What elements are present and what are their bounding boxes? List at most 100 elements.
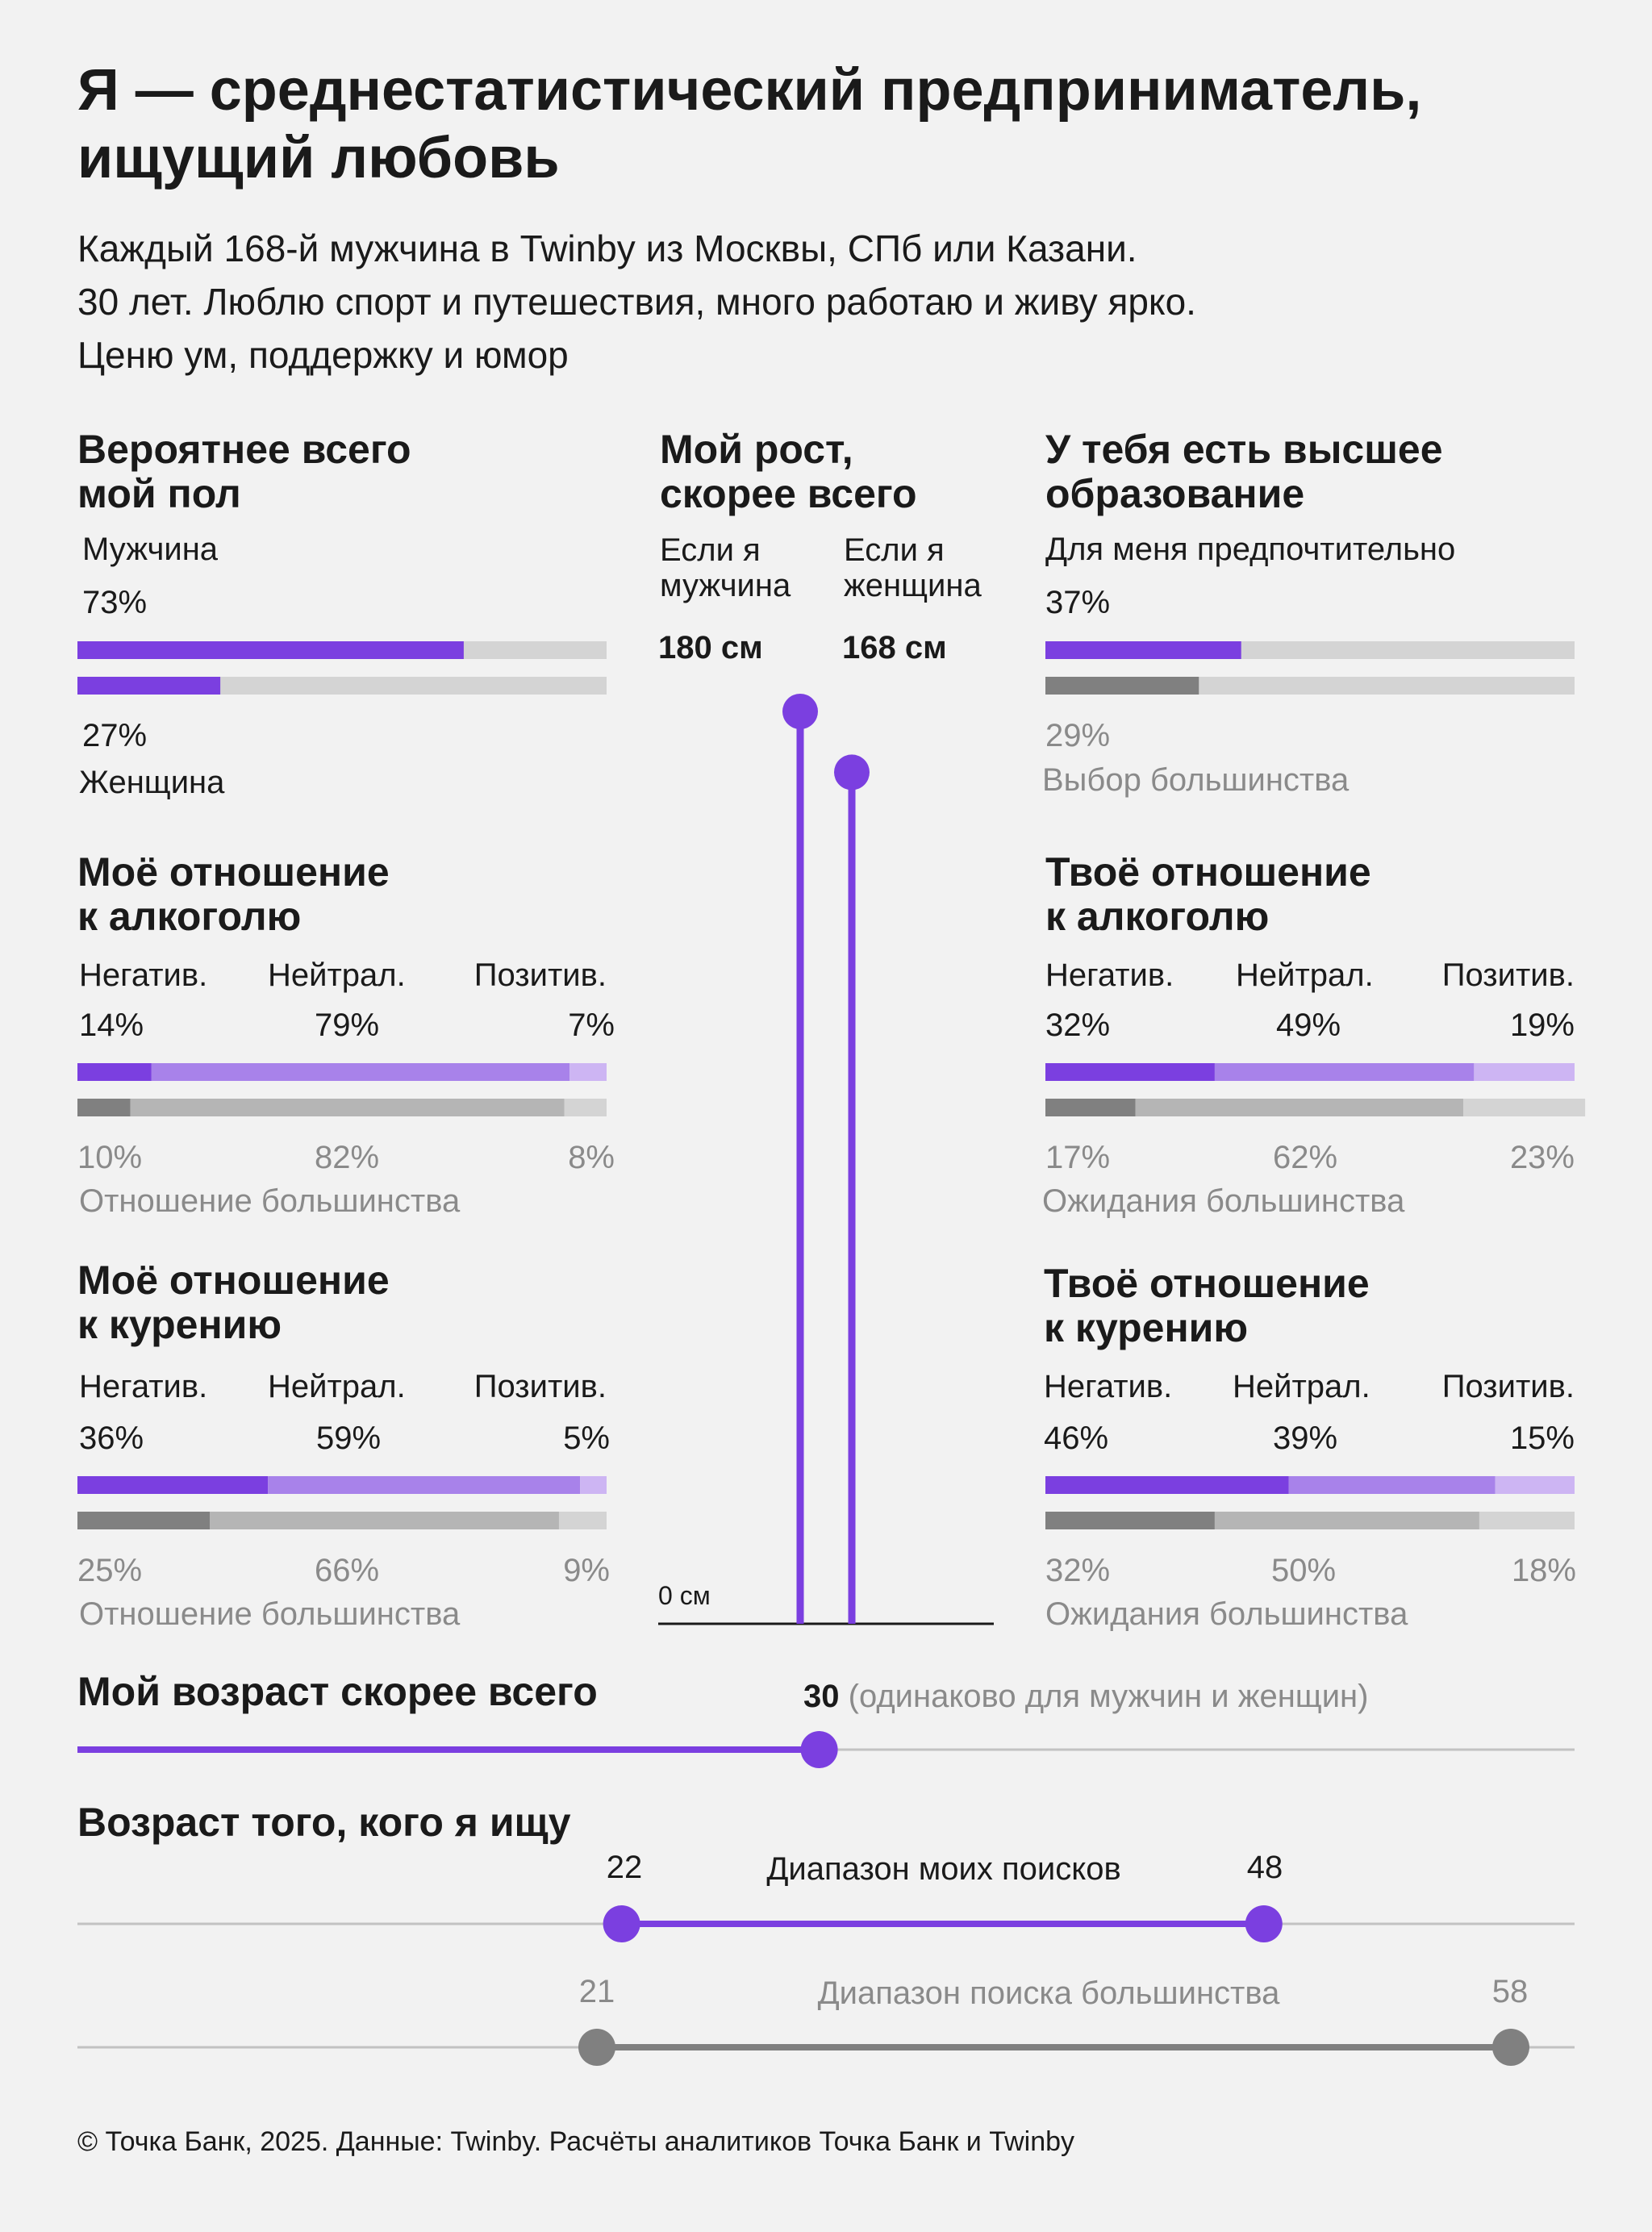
my-alcohol-majority-label: Отношение большинства bbox=[79, 1183, 461, 1219]
my-alcohol-majority-bar-segment-3 bbox=[564, 1099, 607, 1116]
my-smoking-maj-2: 66% bbox=[315, 1553, 380, 1588]
height-female-dot bbox=[834, 754, 870, 791]
education-mine-label: Для меня предпочтительно bbox=[1045, 532, 1456, 567]
my-alcohol-mine-3: 7% bbox=[568, 1008, 615, 1043]
your-alcohol-cat-1: Негатив. bbox=[1045, 957, 1174, 993]
my-smoking-mine-bar-segment-2 bbox=[268, 1476, 581, 1494]
your-smoking-mine-bar-segment-3 bbox=[1495, 1476, 1575, 1494]
my-alcohol-mine-bar-segment-2 bbox=[151, 1063, 570, 1081]
your-smoking-cat-1: Негатив. bbox=[1044, 1369, 1173, 1404]
my-smoking-title-1: Моё отношение bbox=[77, 1258, 390, 1303]
my-alcohol-title-1: Моё отношение bbox=[77, 849, 390, 895]
education-majority-pct: 29% bbox=[1045, 718, 1111, 753]
my-alcohol-maj-2: 82% bbox=[315, 1140, 380, 1175]
my-smoking-mine-2: 59% bbox=[316, 1421, 382, 1456]
search-maj-max-dot bbox=[1492, 2029, 1529, 2066]
gender-female-label: Женщина bbox=[79, 765, 225, 800]
your-alcohol-maj-3: 23% bbox=[1509, 1140, 1575, 1175]
your-alcohol-mine-bar-segment-1 bbox=[1045, 1063, 1215, 1081]
title-line-2: ищущий любовь bbox=[77, 126, 560, 190]
gender-male-pct: 73% bbox=[82, 585, 148, 620]
my-alcohol-mine-1: 14% bbox=[79, 1008, 144, 1043]
your-alcohol-mine-2: 49% bbox=[1276, 1008, 1341, 1043]
your-smoking-title-2: к курению bbox=[1044, 1305, 1249, 1350]
your-smoking-title-1: Твоё отношение bbox=[1044, 1261, 1370, 1306]
height-male-dot bbox=[782, 694, 818, 729]
gender-female-pct: 27% bbox=[82, 718, 148, 753]
your-alcohol-title-2: к алкоголю bbox=[1045, 894, 1270, 939]
gender-male-label: Мужчина bbox=[82, 532, 219, 567]
subtitle-line-3: Ценю ум, поддержку и юмор bbox=[77, 334, 569, 376]
height-male-cond-2: мужчина bbox=[660, 568, 791, 603]
your-alcohol-mine-3: 19% bbox=[1509, 1008, 1575, 1043]
your-smoking-majority-bar-segment-1 bbox=[1045, 1512, 1215, 1529]
height-female-cond-2: женщина bbox=[844, 568, 982, 603]
your-smoking-mine-bar-segment-2 bbox=[1288, 1476, 1496, 1494]
your-smoking-mine-1: 46% bbox=[1044, 1421, 1109, 1456]
my-alcohol-title: Моё отношение к алкоголю bbox=[77, 850, 390, 939]
my-smoking-cat-3: Позитив. bbox=[473, 1369, 607, 1404]
height-female-condition: Если я женщина bbox=[844, 532, 982, 603]
subtitle-line-2: 30 лет. Люблю спорт и путешествия, много… bbox=[77, 281, 1196, 323]
education-title: У тебя есть высшее образование bbox=[1045, 428, 1443, 516]
height-male-cond-1: Если я bbox=[660, 532, 761, 568]
your-smoking-majority-bar-segment-2 bbox=[1214, 1512, 1479, 1529]
your-smoking-mine-2: 39% bbox=[1273, 1421, 1338, 1456]
your-alcohol-majority-bar-segment-3 bbox=[1463, 1099, 1586, 1116]
age-title: Мой возраст скорее всего bbox=[77, 1669, 598, 1714]
search-my-min-dot bbox=[603, 1905, 640, 1942]
height-male-value: 180 см bbox=[658, 630, 763, 665]
your-alcohol-maj-1: 17% bbox=[1045, 1140, 1111, 1175]
your-alcohol-mine-bar-segment-2 bbox=[1214, 1063, 1475, 1081]
search-my-min: 22 bbox=[606, 1850, 643, 1885]
search-age-title: Возраст того, кого я ищу bbox=[77, 1800, 571, 1845]
my-alcohol-mine-bar-segment-1 bbox=[77, 1063, 152, 1081]
footer-source: © Точка Банк, 2025. Данные: Twinby. Расч… bbox=[77, 2126, 1075, 2157]
chart-marks bbox=[77, 641, 1586, 2066]
age-value-row: 30 (одинаково для мужчин и женщин) bbox=[803, 1678, 1368, 1715]
my-smoking-mine-bar-segment-3 bbox=[580, 1476, 607, 1494]
page-title: Я — среднестатистический предприниматель… bbox=[77, 56, 1610, 192]
height-female-value: 168 см bbox=[842, 630, 947, 665]
your-alcohol-majority-bar-segment-1 bbox=[1045, 1099, 1136, 1116]
search-maj-max: 58 bbox=[1491, 1974, 1529, 2009]
gender-title: Вероятнее всего мой пол bbox=[77, 428, 411, 516]
my-alcohol-maj-3: 8% bbox=[568, 1140, 615, 1175]
your-alcohol-mine-1: 32% bbox=[1045, 1008, 1111, 1043]
your-smoking-maj-2: 50% bbox=[1271, 1553, 1337, 1588]
my-smoking-mine-1: 36% bbox=[79, 1421, 144, 1456]
my-smoking-title: Моё отношение к курению bbox=[77, 1258, 390, 1347]
your-alcohol-title: Твоё отношение к алкоголю bbox=[1045, 850, 1371, 939]
my-alcohol-cat-1: Негатив. bbox=[79, 957, 208, 993]
education-mine-bar-fill bbox=[1045, 641, 1241, 659]
my-smoking-maj-3: 9% bbox=[563, 1553, 610, 1588]
education-majority-label: Выбор большинства bbox=[1042, 762, 1350, 798]
search-maj-min-dot bbox=[578, 2029, 615, 2066]
my-alcohol-mine-bar-segment-3 bbox=[569, 1063, 607, 1081]
height-title: Мой рост, скорее всего bbox=[660, 428, 917, 516]
search-maj-min: 21 bbox=[578, 1974, 615, 2009]
your-smoking-mine-3: 15% bbox=[1509, 1421, 1575, 1456]
my-smoking-majority-label: Отношение большинства bbox=[79, 1596, 461, 1632]
height-title-line-1: Мой рост, bbox=[660, 427, 853, 472]
your-smoking-cat-2: Нейтрал. bbox=[1233, 1369, 1370, 1404]
education-majority-bar-fill bbox=[1045, 677, 1199, 695]
height-title-line-2: скорее всего bbox=[660, 471, 917, 516]
search-maj-label: Диапазон поиска большинства bbox=[817, 1975, 1280, 2011]
height-male-condition: Если я мужчина bbox=[660, 532, 791, 603]
page-subtitle: Каждый 168-й мужчина в Twinby из Москвы,… bbox=[77, 222, 1610, 382]
gender-male-bar-fill bbox=[77, 641, 464, 659]
my-smoking-majority-bar-segment-1 bbox=[77, 1512, 210, 1529]
my-alcohol-maj-1: 10% bbox=[77, 1140, 143, 1175]
search-my-label: Диапазон моих поисков bbox=[766, 1851, 1121, 1887]
age-value: 30 bbox=[803, 1679, 840, 1714]
my-smoking-majority-bar-segment-2 bbox=[210, 1512, 559, 1529]
my-alcohol-cat-3: Позитив. bbox=[473, 957, 607, 993]
age-dot bbox=[800, 1731, 838, 1768]
your-alcohol-mine-bar-segment-3 bbox=[1474, 1063, 1575, 1081]
your-alcohol-majority-bar-segment-2 bbox=[1135, 1099, 1464, 1116]
my-smoking-cat-1: Негатив. bbox=[79, 1369, 208, 1404]
height-zero-label: 0 см bbox=[658, 1581, 711, 1610]
my-alcohol-majority-bar-segment-2 bbox=[130, 1099, 565, 1116]
